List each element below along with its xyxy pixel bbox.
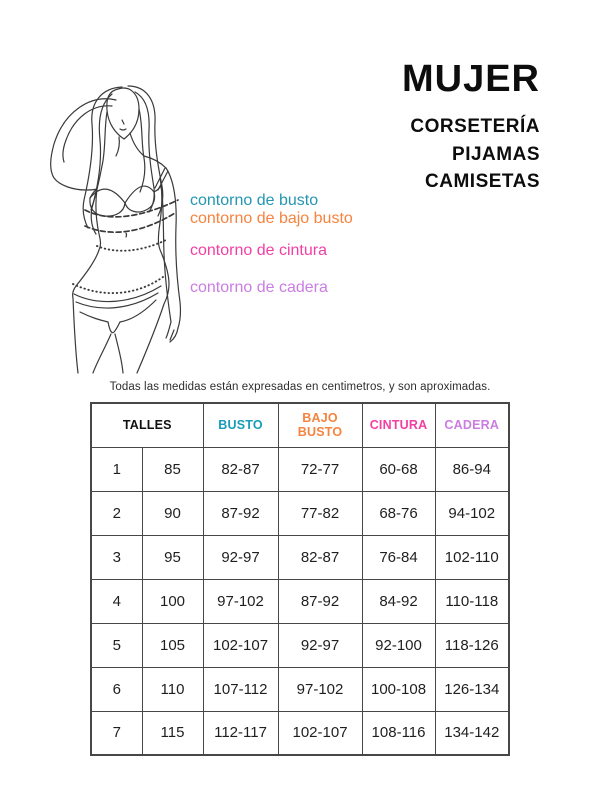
table-cell: 60-68 bbox=[361, 446, 436, 492]
table-cell: 97-102 bbox=[202, 578, 279, 624]
size-table: TALLES BUSTO BAJO BUSTO CINTURA CADERA 1… bbox=[90, 402, 511, 756]
head-outline bbox=[106, 87, 140, 140]
underbust-measure-line bbox=[84, 212, 176, 233]
table-cell: 1 bbox=[90, 446, 143, 492]
table-cell: 90 bbox=[141, 490, 204, 536]
col-header-cadera: CADERA bbox=[434, 402, 510, 448]
table-cell: 102-107 bbox=[202, 622, 279, 668]
col-header-talles: TALLES bbox=[90, 402, 204, 448]
bust-measure-line bbox=[84, 199, 179, 218]
table-row: 5 105 102-107 92-97 92-100 118-126 bbox=[90, 622, 510, 668]
measurements-note: Todas las medidas están expresadas en ce… bbox=[109, 381, 491, 393]
table-row: 4 100 97-102 87-92 84-92 110-118 bbox=[90, 578, 510, 624]
panties-legs bbox=[73, 285, 162, 374]
table-cell: 87-92 bbox=[202, 490, 279, 536]
col-header-busto: BUSTO bbox=[202, 402, 279, 448]
table-cell: 100-108 bbox=[361, 666, 436, 712]
size-table-header: TALLES BUSTO BAJO BUSTO CINTURA CADERA bbox=[90, 402, 510, 448]
torso-outline bbox=[72, 184, 170, 374]
table-cell: 7 bbox=[90, 710, 143, 756]
table-cell: 68-76 bbox=[361, 490, 436, 536]
table-cell: 5 bbox=[90, 622, 143, 668]
hair-lines bbox=[82, 85, 164, 235]
table-row: 6 110 107-112 97-102 100-108 126-134 bbox=[90, 666, 510, 712]
page-title: MUJER bbox=[401, 58, 540, 100]
table-cell: 107-112 bbox=[202, 666, 279, 712]
category-list: CORSETERÍA PIJAMAS CAMISETAS bbox=[402, 113, 540, 196]
table-cell: 102-110 bbox=[434, 534, 510, 580]
table-cell: 115 bbox=[141, 710, 204, 756]
table-cell: 126-134 bbox=[434, 666, 510, 712]
table-cell: 82-87 bbox=[202, 446, 279, 492]
table-cell: 2 bbox=[90, 490, 143, 536]
label-contorno-busto: contorno de busto bbox=[190, 192, 319, 209]
bra-outline bbox=[89, 167, 169, 217]
table-row: 3 95 92-97 82-87 76-84 102-110 bbox=[90, 534, 510, 580]
category-camisetas: CAMISETAS bbox=[425, 171, 540, 192]
table-cell: 110 bbox=[141, 666, 204, 712]
label-contorno-cintura: contorno de cintura bbox=[190, 242, 327, 259]
label-contorno-bajo-busto: contorno de bajo busto bbox=[190, 210, 353, 227]
table-cell: 102-107 bbox=[277, 710, 363, 756]
table-cell: 97-102 bbox=[277, 666, 363, 712]
table-cell: 108-116 bbox=[361, 710, 436, 756]
col-header-bajo-busto: BAJO BUSTO bbox=[277, 402, 363, 448]
table-cell: 92-100 bbox=[361, 622, 436, 668]
col-header-cintura: CINTURA bbox=[361, 402, 436, 448]
table-cell: 92-97 bbox=[202, 534, 279, 580]
table-cell: 110-118 bbox=[434, 578, 510, 624]
table-cell: 76-84 bbox=[361, 534, 436, 580]
table-cell: 100 bbox=[141, 578, 204, 624]
table-cell: 4 bbox=[90, 578, 143, 624]
table-row: 2 90 87-92 77-82 68-76 94-102 bbox=[90, 490, 510, 536]
table-cell: 134-142 bbox=[434, 710, 510, 756]
title-block: MUJER CORSETERÍA PIJAMAS CAMISETAS bbox=[402, 60, 540, 196]
label-contorno-cadera: contorno de cadera bbox=[190, 279, 328, 296]
neck-shoulders bbox=[115, 132, 167, 169]
table-cell: 86-94 bbox=[434, 446, 510, 492]
waist-measure-line bbox=[96, 238, 169, 252]
table-cell: 118-126 bbox=[434, 622, 510, 668]
table-cell: 95 bbox=[141, 534, 204, 580]
category-corseteria: CORSETERÍA bbox=[410, 116, 540, 137]
table-cell: 77-82 bbox=[277, 490, 363, 536]
table-row: 7 115 112-117 102-107 108-116 134-142 bbox=[90, 710, 510, 756]
table-cell: 105 bbox=[141, 622, 204, 668]
raised-arm bbox=[50, 98, 117, 191]
size-table-body: 1 85 82-87 72-77 60-68 86-94 2 90 87-92 77-82 68-7… bbox=[90, 446, 510, 756]
table-row: 1 85 82-87 72-77 60-68 86-94 bbox=[90, 446, 510, 492]
table-cell: 6 bbox=[90, 666, 143, 712]
hanging-arm bbox=[159, 167, 181, 343]
table-cell: 92-97 bbox=[277, 622, 363, 668]
table-cell: 3 bbox=[90, 534, 143, 580]
woman-figure-illustration bbox=[50, 85, 181, 374]
table-cell: 112-117 bbox=[202, 710, 279, 756]
category-pijamas: PIJAMAS bbox=[452, 143, 540, 165]
table-cell: 94-102 bbox=[434, 490, 510, 536]
hip-measure-line bbox=[72, 276, 164, 295]
table-cell: 82-87 bbox=[277, 534, 363, 580]
table-cell: 84-92 bbox=[361, 578, 436, 624]
table-cell: 87-92 bbox=[277, 578, 363, 624]
table-cell: 85 bbox=[141, 446, 204, 492]
table-cell: 72-77 bbox=[277, 446, 363, 492]
